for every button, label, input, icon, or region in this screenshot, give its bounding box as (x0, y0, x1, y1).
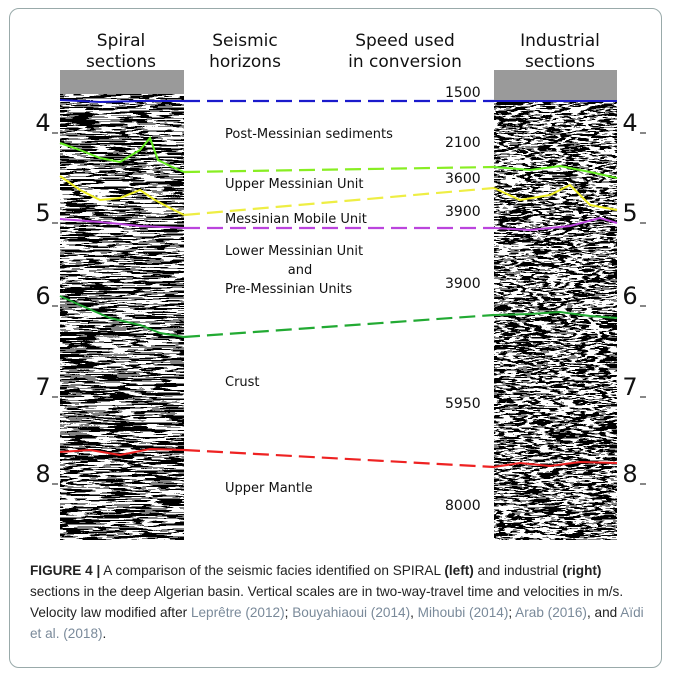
speed-label: 3900 (445, 204, 481, 220)
industrial-section (493, 70, 618, 540)
figure: Spiral sections Seismic horizons Speed u… (35, 31, 646, 540)
header: Spiral (97, 31, 145, 51)
speed-label: 1500 (445, 85, 481, 101)
horizon-label: Lower Messinian Unit (225, 244, 363, 259)
caption-text: ; (508, 605, 516, 620)
caption-text: A comparison of the seismic facies ident… (100, 563, 445, 578)
speed-label: 5950 (445, 396, 481, 412)
caption-text: , and (586, 605, 621, 620)
caption-text: and industrial (473, 563, 563, 578)
horizon-label: and (288, 263, 312, 278)
scale-label: 8 (35, 460, 50, 488)
scale-label: 4 (35, 109, 50, 137)
scale-label: 7 (35, 373, 50, 401)
horizon-label: Crust (225, 375, 260, 390)
scale-ticks (52, 132, 646, 485)
scale-label: 6 (622, 282, 637, 310)
horizon-label: Messinian Mobile Unit (225, 212, 367, 227)
caption-label: FIGURE 4 | (30, 563, 101, 578)
citation[interactable]: Leprêtre (2012) (190, 605, 285, 620)
citation[interactable]: Arab (2016) (515, 605, 587, 620)
speed-label: 8000 (445, 498, 481, 514)
scale-label: 8 (622, 460, 637, 488)
header: in conversion (348, 52, 462, 72)
caption-text: (left) (444, 563, 474, 578)
horizon-label: Pre-Messinian Units (225, 282, 352, 297)
header: horizons (209, 52, 281, 72)
scale-label: 7 (622, 373, 637, 401)
figure-frame (9, 8, 662, 668)
citation[interactable]: Bouyahiaoui (2014) (292, 605, 411, 620)
caption: FIGURE 4 | A comparison of the seismic f… (30, 560, 645, 644)
speed-label: 3900 (445, 276, 481, 292)
scale-label: 5 (35, 199, 50, 227)
horizon-label: Post-Messinian sediments (225, 127, 393, 142)
header: Seismic (212, 31, 277, 51)
caption-text: . (102, 626, 107, 641)
caption-text: (right) (562, 563, 602, 578)
caption-text: ; (284, 605, 293, 620)
scale-label: 4 (622, 109, 637, 137)
citation[interactable]: Aïdi et al. (2018) (30, 605, 644, 641)
horizon-label: Upper Mantle (225, 481, 313, 496)
horizon-label: Upper Messinian Unit (225, 177, 364, 192)
header: Speed used (355, 31, 455, 51)
citation[interactable]: Mihoubi (2014) (417, 605, 509, 620)
header: sections (525, 52, 595, 72)
spiral-section (59, 70, 185, 540)
header: Industrial (520, 31, 600, 51)
caption-text: , (410, 605, 418, 620)
scale-label: 6 (35, 282, 50, 310)
scale-label: 5 (622, 199, 637, 227)
horizon-links (183, 99, 495, 469)
header: sections (86, 52, 156, 72)
caption-text: sections in the deep Algerian basin. Ver… (30, 584, 624, 620)
speed-label: 3600 (445, 171, 481, 187)
speed-label: 2100 (445, 135, 481, 151)
